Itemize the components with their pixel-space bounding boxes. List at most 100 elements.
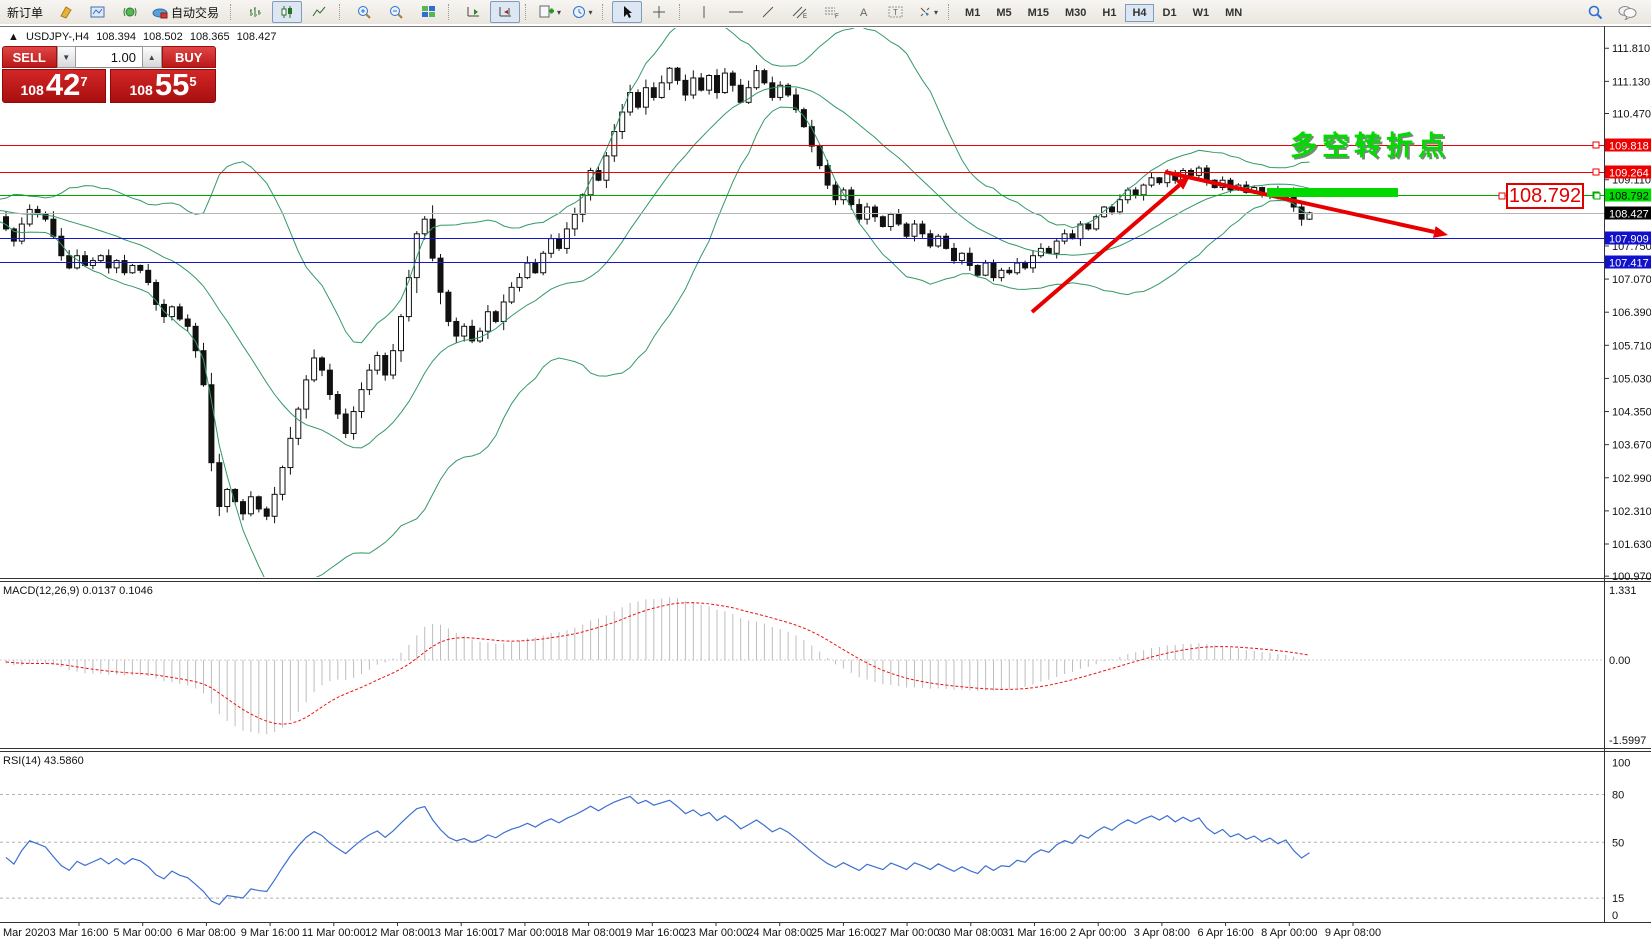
ohlc-open: 108.394	[96, 31, 136, 43]
sell-price-display[interactable]: 108 42 7	[2, 67, 107, 103]
timeframe-button-H1[interactable]: H1	[1102, 7, 1117, 19]
svg-text:0.00: 0.00	[1609, 655, 1630, 667]
svg-text:2 Apr 00:00: 2 Apr 00:00	[1070, 927, 1126, 939]
svg-text:19 Mar 16:00: 19 Mar 16:00	[620, 927, 685, 939]
svg-text:105.030: 105.030	[1612, 373, 1651, 385]
timeframe-button-M5[interactable]: M5	[996, 7, 1012, 19]
svg-text:T: T	[893, 8, 898, 17]
up-trend-arrow	[1030, 176, 1190, 314]
svg-text:102.310: 102.310	[1612, 506, 1651, 518]
tile-windows-button[interactable]	[413, 1, 443, 23]
new-order-button[interactable]: 新订单	[1, 1, 49, 23]
horizontal-line-icon	[729, 11, 744, 13]
signals-button[interactable]	[115, 1, 145, 23]
buy-price-display[interactable]: 108 55 5	[110, 69, 216, 103]
crosshair-button[interactable]	[644, 1, 674, 23]
ohlc-low: 108.365	[189, 31, 230, 43]
svg-text:3 Apr 08:00: 3 Apr 08:00	[1134, 927, 1190, 939]
svg-text:105.710: 105.710	[1612, 340, 1651, 352]
svg-text:15: 15	[1612, 893, 1624, 905]
timeframe-button-H4[interactable]: H4	[1125, 4, 1154, 22]
symbol-ohlc-info: ▲ USDJPY-,H4 108.394 108.502 108.365 108…	[8, 31, 280, 43]
sell-price-big: 42	[45, 67, 81, 102]
svg-text:13 Mar 16:00: 13 Mar 16:00	[429, 927, 494, 939]
auto-scroll-button[interactable]	[458, 1, 488, 23]
toolbar-separator	[339, 4, 344, 20]
chart-annotation-text: 多空转折点	[1290, 131, 1450, 161]
svg-text:102.990: 102.990	[1612, 473, 1651, 485]
macd-label: MACD(12,26,9) 0.0137 0.1046	[3, 585, 153, 597]
line-chart-button[interactable]	[304, 1, 334, 23]
buy-button[interactable]: BUY	[161, 46, 216, 68]
svg-text:9 Apr 08:00: 9 Apr 08:00	[1325, 927, 1381, 939]
arrows-icon	[920, 7, 930, 17]
equidistant-channel-icon: E	[792, 6, 807, 19]
macd-indicator	[0, 597, 1604, 735]
sell-price-main: 108	[20, 82, 44, 98]
vertical-line-button[interactable]	[689, 1, 719, 23]
chat-button[interactable]	[1612, 1, 1642, 23]
sell-button[interactable]: SELL	[2, 46, 57, 68]
svg-text:27 Mar 00:00: 27 Mar 00:00	[875, 927, 940, 939]
svg-text:17 Mar 00:00: 17 Mar 00:00	[492, 927, 557, 939]
text-button[interactable]: A	[849, 1, 879, 23]
toolbar-separator	[230, 4, 235, 20]
gold-note-icon	[60, 6, 72, 19]
toolbar-separator	[679, 4, 684, 20]
down-trend-arrow	[1164, 170, 1448, 238]
candlestick-chart-button[interactable]	[272, 1, 303, 23]
timeframe-button-MN[interactable]: MN	[1225, 7, 1243, 19]
symbol-title: USDJPY-,H4	[25, 31, 90, 43]
cursor-button[interactable]	[612, 1, 643, 23]
channel-button[interactable]: E	[785, 1, 815, 23]
new-chart-button[interactable]: ▾	[535, 1, 565, 23]
horizontal-line-button[interactable]	[721, 1, 751, 23]
timeframe-button-W1[interactable]: W1	[1192, 7, 1210, 19]
market-watch-icon[interactable]	[51, 1, 81, 23]
timeframe-button-M30[interactable]: M30	[1065, 7, 1087, 19]
fibonacci-button[interactable]: F	[817, 1, 847, 23]
clock-icon	[572, 6, 585, 18]
volume-input[interactable]	[76, 46, 142, 68]
timeframe-button-M1[interactable]: M1	[965, 7, 981, 19]
chat-icon	[1618, 5, 1637, 20]
svg-text:103.670: 103.670	[1612, 440, 1651, 452]
zoom-out-button[interactable]	[381, 1, 411, 23]
bar-chart-icon	[250, 7, 262, 17]
data-window-icon[interactable]	[83, 1, 113, 23]
text-label-button[interactable]: T	[881, 1, 911, 23]
timeframe-button-M15[interactable]: M15	[1027, 7, 1050, 19]
volume-decrease-button[interactable]: ▼	[56, 46, 76, 68]
cloud-icon	[152, 8, 168, 19]
chart-area[interactable]: 111.810111.130110.470109.110107.750107.0…	[0, 24, 1651, 945]
svg-text:50: 50	[1612, 837, 1624, 849]
search-button[interactable]	[1580, 1, 1610, 23]
bar-chart-button[interactable]	[240, 1, 270, 23]
arrows-button[interactable]: ▾	[913, 1, 943, 23]
svg-text:101.630: 101.630	[1612, 539, 1651, 551]
zoom-in-button[interactable]	[349, 1, 379, 23]
timeframe-button-D1[interactable]: D1	[1162, 7, 1177, 19]
trendline-button[interactable]	[753, 1, 783, 23]
new-order-label: 新订单	[7, 5, 44, 20]
profiles-button[interactable]: ▾	[567, 1, 597, 23]
tile-windows-icon	[421, 6, 435, 17]
price-axis: 111.810111.130110.470109.110107.750107.0…	[1604, 43, 1651, 922]
time-axis: Mar 2020 3 Mar 16:00 5 Mar 00:00 6 Mar 08:0…	[3, 922, 1381, 939]
autotrading-button[interactable]: 自动交易	[147, 1, 225, 23]
svg-text:A: A	[860, 7, 868, 19]
rsi-label: RSI(14) 43.5860	[3, 755, 84, 767]
zoom-in-icon	[357, 6, 371, 19]
svg-text:5 Mar 00:00: 5 Mar 00:00	[113, 927, 172, 939]
toolbar-separator	[448, 4, 453, 20]
svg-text:106.390: 106.390	[1612, 307, 1651, 319]
svg-text:6 Mar 08:00: 6 Mar 08:00	[177, 927, 236, 939]
svg-text:109.818: 109.818	[1609, 141, 1649, 153]
svg-text:108.792: 108.792	[1609, 191, 1649, 203]
svg-text:111.130: 111.130	[1612, 76, 1650, 88]
chart-shift-button[interactable]	[490, 1, 521, 23]
price-label-box: 108.792	[1506, 183, 1584, 209]
svg-text:-1.5997: -1.5997	[1609, 735, 1646, 747]
volume-increase-button[interactable]: ▲	[142, 46, 162, 68]
chart-shift-icon	[499, 7, 511, 17]
